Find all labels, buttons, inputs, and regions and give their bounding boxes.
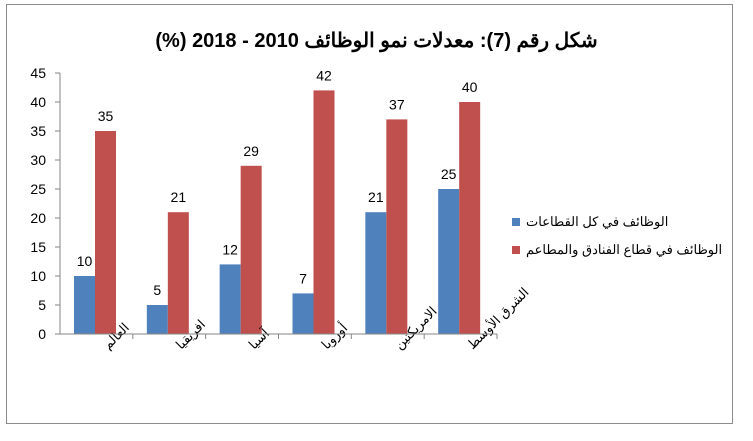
chart-title: شكل رقم (7): معدلات نمو الوظائف 2010 - 2… (155, 30, 598, 52)
data-label: 35 (98, 108, 114, 124)
bar-hotels (95, 131, 116, 334)
y-tick-label: 35 (30, 123, 46, 139)
data-label: 10 (77, 253, 93, 269)
legend-label: الوظائف في كل القطاعات (526, 214, 669, 229)
data-label: 37 (389, 96, 405, 112)
y-tick-label: 15 (30, 239, 46, 255)
data-label: 42 (316, 67, 332, 83)
bar-hotels (240, 165, 262, 334)
bar-all-sectors (219, 264, 241, 334)
chart-frame (6, 4, 733, 424)
bar-hotels (386, 119, 408, 335)
y-tick-label: 25 (30, 181, 46, 197)
data-label: 5 (153, 282, 161, 298)
data-label: 29 (243, 143, 259, 159)
bar-all-sectors (146, 305, 168, 334)
bar-all-sectors (292, 293, 314, 334)
y-tick-label: 0 (38, 326, 46, 342)
bar-hotels (459, 102, 481, 334)
bar-hotels (167, 212, 189, 334)
y-tick-label: 30 (30, 152, 46, 168)
data-label: 40 (462, 79, 478, 95)
y-tick-label: 5 (38, 297, 46, 313)
y-tick-label: 45 (30, 65, 46, 81)
bar-all-sectors (365, 212, 387, 334)
legend-item-all-sectors: الوظائف في كل القطاعات (512, 214, 668, 230)
data-label: 12 (222, 241, 238, 257)
bar-hotels (313, 90, 335, 335)
data-label: 25 (441, 166, 457, 182)
bar-all-sectors (74, 276, 95, 334)
y-tick-label: 10 (30, 268, 46, 284)
y-tick-label: 40 (30, 94, 46, 110)
legend-label: الوظائف في قطاع الفنادق والمطاعم (526, 242, 723, 257)
y-tick-label: 20 (30, 210, 46, 226)
data-label: 21 (171, 189, 187, 205)
legend-item-hotels-restaurants: الوظائف في قطاع الفنادق والمطاعم (512, 242, 722, 258)
bar-all-sectors (438, 189, 460, 334)
data-label: 21 (368, 189, 384, 205)
data-label: 7 (299, 270, 307, 286)
legend-swatch-blue (512, 218, 520, 226)
legend-swatch-red (512, 246, 520, 254)
